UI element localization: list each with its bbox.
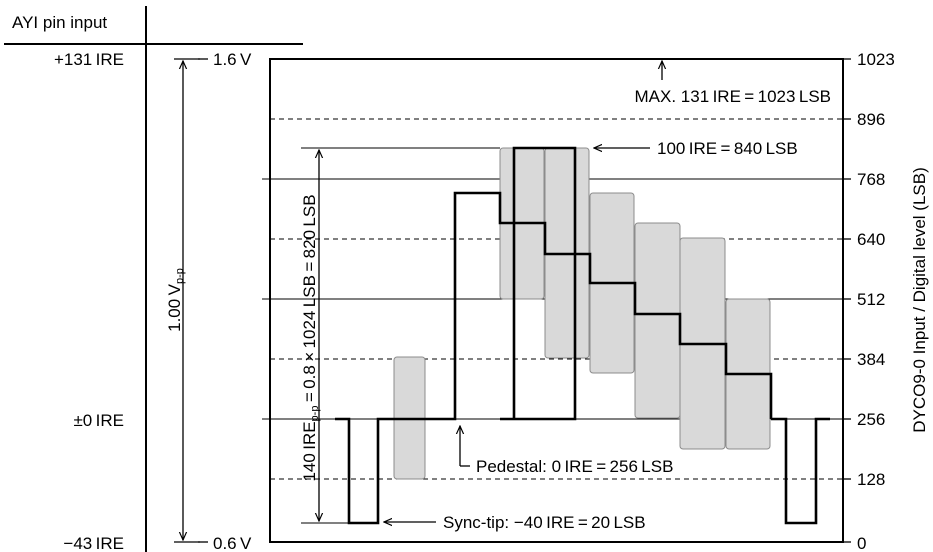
right-label-640: 640	[857, 230, 885, 249]
ire-label-zero: ±0 IRE	[73, 411, 124, 430]
video-waveform	[335, 191, 773, 525]
right-label-256: 256	[857, 410, 885, 429]
plot-frame	[269, 58, 844, 543]
right-label-1023: 1023	[857, 50, 895, 69]
luma-pulse	[500, 146, 577, 421]
vpp-label: 1.00 Vp-p	[165, 268, 186, 332]
ire-label-bottom: −43 IRE	[63, 534, 124, 552]
sync-annotation: Sync-tip: −40 IRE = 20 LSB	[443, 513, 646, 532]
volt-label-bottom: 0.6 V	[213, 534, 252, 552]
right-label-384: 384	[857, 350, 885, 369]
sync-pulse-right	[771, 417, 830, 525]
level-band-5	[634, 222, 681, 419]
ire100-annotation: 100 IRE = 840 LSB	[657, 139, 798, 158]
volt-label-top: 1.6 V	[213, 50, 252, 69]
header-title: AYI pin input	[12, 13, 107, 32]
ire-label-top: +131 IRE	[54, 50, 124, 69]
right-label-512: 512	[857, 290, 885, 309]
right-label-128: 128	[857, 470, 885, 489]
max-annotation: MAX. 131 IRE = 1023 LSB	[635, 87, 831, 106]
right-axis-title: DYCO9-0 Input / Digital level (LSB)	[910, 167, 929, 433]
pedestal-annotation: Pedestal: 0 IRE = 256 LSB	[476, 457, 673, 476]
right-label-0: 0	[857, 534, 866, 552]
right-label-896: 896	[857, 110, 885, 129]
ire140-label: 140 IREp-p = 0.8 × 1024 LSB = 820 LSB	[300, 194, 321, 481]
right-label-768: 768	[857, 170, 885, 189]
